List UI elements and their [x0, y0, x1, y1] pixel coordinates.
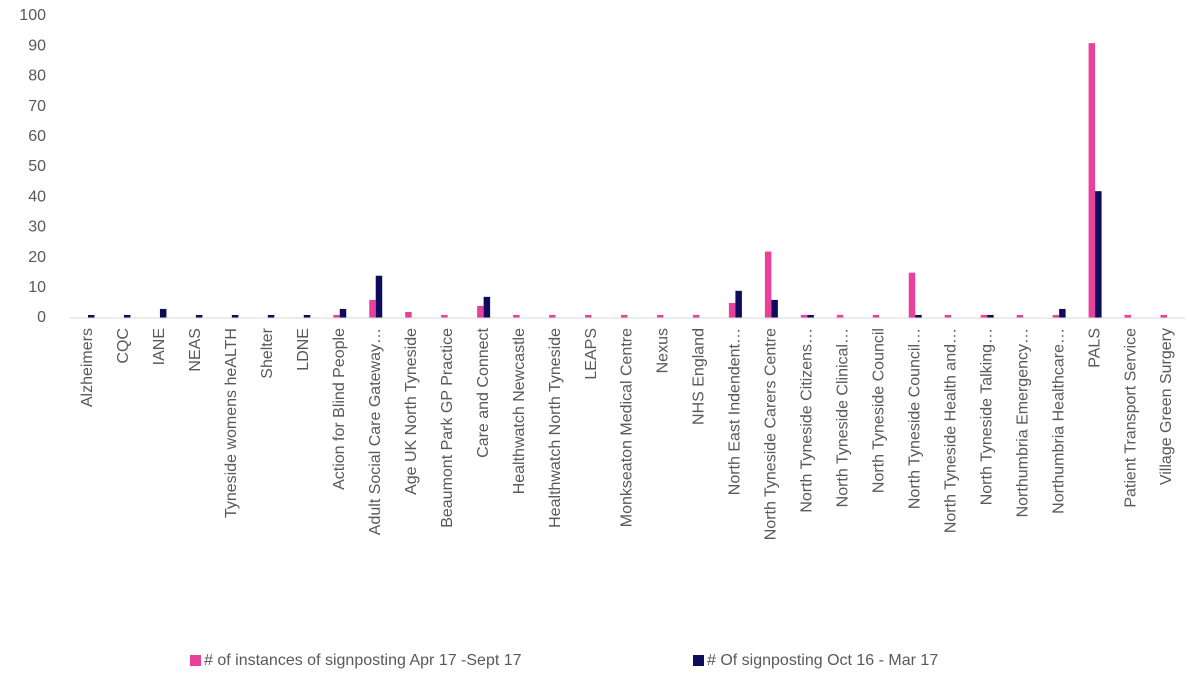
- x-tick-label: Care and Connect: [475, 327, 492, 457]
- bar: [836, 314, 844, 318]
- y-tick-label: 30: [28, 219, 46, 236]
- x-tick-label: NEAS: [187, 328, 204, 372]
- bar: [585, 314, 592, 318]
- bar: [1059, 308, 1066, 318]
- y-tick-label: 50: [28, 158, 46, 175]
- bar: [944, 314, 952, 318]
- legend-label: # Of signposting Oct 16 - Mar 17: [707, 652, 938, 669]
- y-tick-label: 60: [28, 128, 46, 145]
- y-tick-label: 10: [28, 279, 46, 296]
- y-tick-label: 80: [28, 68, 46, 85]
- y-tick-label: 100: [19, 7, 46, 24]
- bar: [231, 314, 239, 318]
- x-tick-label: Alzheimers: [79, 328, 96, 407]
- x-tick-label: North Tyneside Clinical…: [835, 328, 852, 507]
- bar: [303, 314, 311, 318]
- bar: [477, 305, 484, 318]
- x-tick-label: Northumbria Healthcare…: [1050, 328, 1067, 514]
- x-tick-label: Monkseaton Medical Centre: [619, 328, 636, 527]
- x-tick-label: PALS: [1086, 328, 1103, 368]
- y-tick-label: 70: [28, 98, 46, 115]
- x-tick-label: North East Indendent…: [727, 328, 744, 495]
- x-tick-label: IANE: [151, 328, 168, 365]
- bar: [1160, 314, 1168, 318]
- bar: [483, 296, 491, 318]
- x-tick-label: Adult Social Care Gateway…: [367, 328, 384, 535]
- x-tick-label: NHS England: [691, 328, 708, 425]
- x-tick-label: Age UK North Tyneside: [403, 328, 420, 495]
- bar: [123, 314, 131, 318]
- bar: [441, 314, 448, 318]
- bar: [549, 314, 556, 318]
- bar: [369, 299, 376, 318]
- bar: [980, 314, 988, 318]
- bar: [339, 308, 347, 318]
- x-tick-label: Action for Blind People: [331, 328, 348, 490]
- bar: [267, 314, 275, 318]
- bar: [513, 314, 520, 318]
- bar: [872, 314, 880, 318]
- bar: [800, 314, 808, 318]
- x-tick-label: Healthwatch North Tyneside: [547, 328, 564, 528]
- bar: [1016, 314, 1024, 318]
- bar: [1052, 314, 1060, 318]
- bar: [87, 314, 95, 318]
- x-tick-label: Patient Transport Service: [1122, 328, 1139, 508]
- bar: [1088, 43, 1096, 319]
- bar: [728, 302, 736, 318]
- bar: [987, 314, 994, 318]
- bar: [807, 314, 814, 318]
- bar: [405, 311, 412, 318]
- x-tick-label: Village Green Surgery: [1158, 328, 1175, 485]
- x-tick-label: Nexus: [655, 328, 672, 373]
- bar: [656, 314, 664, 318]
- bar: [735, 290, 742, 318]
- bar: [771, 299, 778, 318]
- bar: [159, 308, 167, 318]
- x-tick-label: North Tyneside Carers Centre: [763, 328, 780, 540]
- x-tick-label: North Tyneside Health and…: [942, 328, 959, 533]
- bar: [692, 314, 700, 318]
- x-tick-label: LDNE: [295, 328, 312, 371]
- bar: [764, 251, 772, 318]
- y-tick-label: 20: [28, 249, 46, 266]
- x-tick-label: North Tyneside Talking…: [978, 328, 995, 505]
- bar: [621, 314, 628, 318]
- x-tick-label: Beaumont Park GP Practice: [439, 328, 456, 528]
- bar: [1095, 191, 1102, 318]
- x-tick-label: Shelter: [259, 327, 276, 378]
- y-tick-label: 0: [37, 309, 46, 326]
- bar: [915, 314, 922, 318]
- bar: [195, 314, 203, 318]
- x-tick-label: Northumbria Emergency…: [1014, 328, 1031, 517]
- x-tick-label: CQC: [115, 328, 132, 364]
- bar: [908, 272, 916, 318]
- legend-swatch: [693, 655, 704, 666]
- bar: [333, 314, 340, 318]
- y-tick-label: 40: [28, 188, 46, 205]
- y-tick-label: 90: [28, 37, 46, 54]
- x-tick-label: LEAPS: [583, 328, 600, 380]
- legend-swatch: [190, 655, 201, 666]
- x-tick-label: North Tyneside Council…: [906, 328, 923, 509]
- x-tick-label: North Tyneside Council: [870, 328, 887, 493]
- bar: [1124, 314, 1132, 318]
- x-tick-label: Healthwatch Newcastle: [511, 328, 528, 494]
- x-tick-label: North Tyneside Citizens…: [799, 328, 816, 513]
- bar: [375, 275, 383, 318]
- x-tick-label: Tyneside womens heALTH: [223, 328, 240, 518]
- legend-label: # of instances of signposting Apr 17 -Se…: [204, 652, 522, 669]
